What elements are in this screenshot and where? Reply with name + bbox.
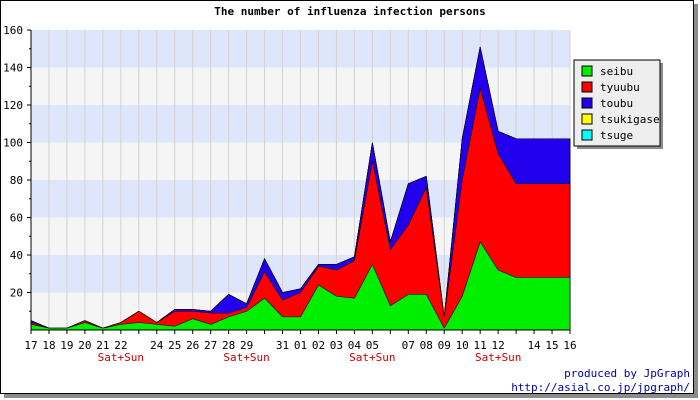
legend-label-toubu: toubu	[600, 97, 633, 110]
series-areas	[30, 46, 571, 331]
x-tick-label: 03	[330, 339, 343, 352]
x-tick-label: 24	[150, 339, 164, 352]
y-tick-label: 160	[3, 24, 23, 37]
y-tick-label: 140	[3, 62, 23, 75]
legend: seibu tyuubu toubu tsukigase tsuge	[573, 59, 663, 149]
legend-swatch-tsukigase	[581, 113, 593, 125]
footer-url: http://asial.co.jp/jpgraph/	[511, 381, 690, 394]
x-tick-label: 19	[60, 339, 73, 352]
x-tick-label: 14	[527, 339, 541, 352]
x-tick-label: 28	[222, 339, 235, 352]
x-tick-label: 20	[78, 339, 91, 352]
x-tick-label: 07	[402, 339, 415, 352]
weekend-notes: Sat+Sun Sat+Sun Sat+Sun Sat+Sun	[98, 351, 522, 364]
x-tick-label: 05	[366, 339, 379, 352]
area-seibu	[30, 241, 571, 331]
y-tick-label: 80	[10, 174, 23, 187]
weekend-note: Sat+Sun	[475, 351, 521, 364]
legend-label-tyuubu: tyuubu	[600, 81, 640, 94]
weekend-note: Sat+Sun	[349, 351, 395, 364]
legend-swatch-tsuge	[581, 129, 593, 141]
x-tick-label: 10	[456, 339, 469, 352]
x-tick-label: 15	[545, 339, 558, 352]
x-tick-label: 12	[492, 339, 505, 352]
x-tick-label: 08	[420, 339, 433, 352]
x-tick-label: 04	[348, 339, 362, 352]
x-tick-label: 25	[168, 339, 181, 352]
x-tick-label: 27	[204, 339, 217, 352]
x-tick-label: 01	[294, 339, 307, 352]
x-tick-label: 31	[276, 339, 289, 352]
chart-title: The number of influenza infection person…	[214, 5, 486, 18]
y-tick-label: 40	[10, 249, 23, 262]
x-tick-label: 16	[563, 339, 576, 352]
x-tick-label: 18	[42, 339, 55, 352]
legend-swatch-tyuubu	[581, 81, 593, 93]
footer-produced-by: produced by JpGraph	[564, 367, 690, 380]
x-tick-label: 21	[96, 339, 109, 352]
area-tyuubu	[30, 88, 571, 331]
y-tick-label: 20	[10, 287, 23, 300]
x-tick-label: 22	[114, 339, 127, 352]
x-tick-label: 09	[438, 339, 451, 352]
x-tick-label: 26	[186, 339, 199, 352]
y-axis-ticks: 20 40 60 80 100 120 140 160	[3, 24, 31, 312]
weekend-note: Sat+Sun	[98, 351, 144, 364]
x-axis-ticks: 17 18 19 20 21 22 24 25 26 27 28 29 31 01 02 03 04 05 07 08…	[24, 330, 577, 352]
legend-swatch-toubu	[581, 97, 593, 109]
x-tick-label: 02	[312, 339, 325, 352]
y-tick-label: 120	[3, 99, 23, 112]
x-tick-label: 11	[474, 339, 487, 352]
legend-label-tsuge: tsuge	[600, 129, 633, 142]
y-tick-label: 100	[3, 137, 23, 150]
legend-label-seibu: seibu	[600, 65, 633, 78]
legend-swatch-seibu	[581, 65, 593, 77]
x-tick-label: 17	[24, 339, 37, 352]
weekend-note: Sat+Sun	[223, 351, 269, 364]
x-tick-label: 29	[240, 339, 253, 352]
y-tick-label: 60	[10, 212, 23, 225]
legend-label-tsukigase: tsukigase	[600, 113, 660, 126]
